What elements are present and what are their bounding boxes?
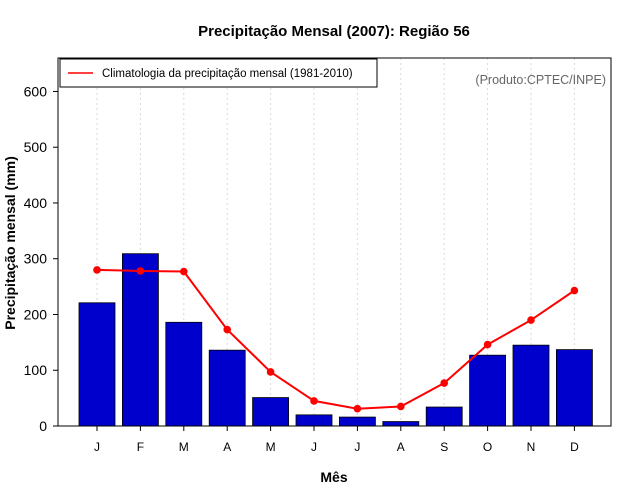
climatology-point [570, 286, 579, 295]
chart-title: Precipitação Mensal (2007): Região 56 [198, 23, 470, 40]
axis-layer: 0 100 200 300 400 500 600 J F M A M J J A S O N D [24, 83, 579, 454]
bar-J-6 [295, 414, 333, 427]
climatology-line [96, 268, 575, 410]
legend-box [59, 58, 378, 88]
y-tick-label: 500 [24, 139, 48, 155]
legend: Climatologia da precipitação mensal (198… [59, 58, 378, 88]
x-tick-label: D [570, 440, 579, 454]
climatology-point [136, 267, 145, 275]
x-tick-label: S [440, 440, 448, 454]
plot-frame [57, 57, 612, 427]
y-tick-label: 300 [24, 251, 48, 267]
climatology-point [353, 404, 362, 413]
x-axis-label: Mês [320, 469, 347, 485]
source-annotation: (Produto:CPTEC/INPE) [475, 73, 606, 87]
x-tick-label: O [483, 440, 492, 454]
y-tick-label: 0 [39, 418, 47, 434]
climatology-point [527, 316, 535, 324]
bar-J-1 [78, 302, 116, 427]
x-tick-label: J [311, 440, 317, 454]
climatology-point [483, 340, 492, 349]
climatology-line-layer [93, 266, 579, 413]
bar-D-12 [556, 349, 593, 427]
bar-M-3 [165, 321, 203, 427]
y-tick-label: 200 [24, 306, 48, 322]
climatology-point [180, 267, 188, 276]
x-tick-label: F [137, 440, 144, 454]
climatology-point [223, 325, 231, 334]
climatology-point [93, 266, 101, 274]
climatology-point [310, 397, 318, 405]
bar-F-2 [122, 253, 159, 427]
x-tick-label: N [527, 440, 536, 454]
bar-S-9 [425, 406, 463, 427]
y-tick-label: 400 [24, 195, 48, 211]
bar-A-4 [208, 349, 246, 427]
x-tick-label: A [397, 440, 405, 454]
y-tick-label: 100 [24, 362, 48, 378]
bar-O-10 [469, 354, 507, 427]
bar-A-8 [382, 421, 420, 427]
x-tick-label: J [94, 440, 100, 454]
bars-layer [78, 253, 593, 427]
y-axis-label: Precipitação mensal (mm) [2, 156, 18, 330]
x-tick-label: M [179, 440, 189, 454]
x-tick-label: A [223, 440, 231, 454]
climatology-point [397, 402, 405, 411]
bar-J-7 [338, 416, 376, 427]
x-tick-label: M [266, 440, 276, 454]
y-tick-label: 600 [24, 83, 48, 99]
climatology-point [266, 368, 275, 376]
bar-N-11 [512, 344, 550, 427]
climatology-point [440, 379, 449, 387]
x-tick-label: J [354, 440, 360, 454]
legend-label: Climatologia da precipitação mensal (198… [102, 68, 353, 80]
bar-M-5 [252, 397, 290, 427]
